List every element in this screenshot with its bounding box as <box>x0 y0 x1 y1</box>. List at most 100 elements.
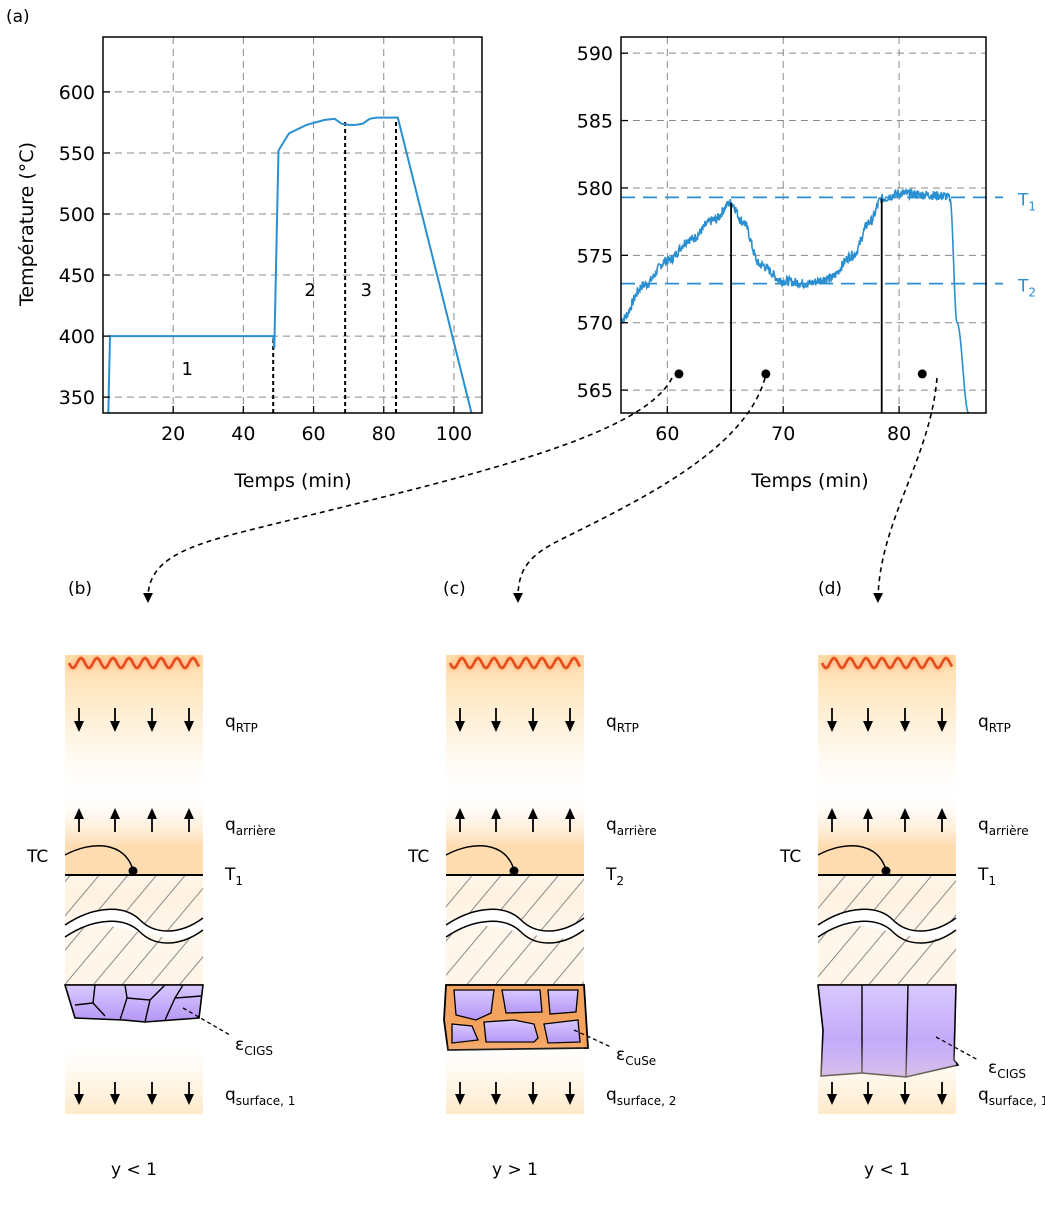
down-arrow-icon-head <box>110 1094 120 1105</box>
thermocouple-junction <box>509 866 519 876</box>
emissivity-label: εCuSe <box>616 1045 656 1068</box>
down-arrow-icon-head <box>827 1094 837 1105</box>
q-rtp-label: qRTP <box>606 712 639 735</box>
y-tick-label: 570 <box>577 313 613 335</box>
chart1-ticks: 20 40 60 80 100 350 400 450 500 550 600 <box>59 82 472 445</box>
down-arrow-icon-head <box>491 1094 501 1105</box>
heater-icon <box>820 656 954 670</box>
x-tick-label: 60 <box>655 423 679 445</box>
y-tick-label: 575 <box>577 245 613 267</box>
cigs-grain <box>547 989 579 1015</box>
down-arrow-icon-head <box>863 721 873 732</box>
x-tick-label: 40 <box>231 423 255 445</box>
chart2-ticks: 60 70 80 565 570 575 580 585 590 <box>577 43 911 445</box>
cigs-grain <box>501 989 543 1014</box>
chart1-ylabel: Température (°C) <box>16 142 38 307</box>
break-line <box>817 908 957 932</box>
connector-arrow-c <box>513 377 766 603</box>
connector-arrow-d <box>873 377 938 603</box>
marker-dot <box>917 369 927 379</box>
cigs-grain <box>483 1019 539 1043</box>
up-arrow-icon-head <box>827 808 837 819</box>
chart1-series-line <box>107 116 473 414</box>
down-arrow-icon-head <box>184 1094 194 1105</box>
x-tick-label: 100 <box>436 423 472 445</box>
schematic-panel-d: qRTP qarrière TC T1 εCIGS qsurface, 1 y < 1 <box>779 654 1045 1180</box>
phase-label: 2 <box>304 280 315 301</box>
q-surface-label: qsurface, 1 <box>978 1085 1045 1108</box>
down-arrow-icon-head <box>827 721 837 732</box>
heat-zone <box>446 655 584 805</box>
thermocouple-junction <box>881 866 891 876</box>
up-arrow-icon-head <box>565 808 575 819</box>
y-tick-label: 500 <box>59 204 95 226</box>
heater-icon <box>67 656 201 670</box>
phase-label: 3 <box>360 280 371 301</box>
down-arrow-icon-head <box>455 1094 465 1105</box>
marker-dot <box>761 369 771 379</box>
down-arrow-icon-head <box>937 1094 947 1105</box>
down-arrow-icon-head <box>147 721 157 732</box>
chart2-frame <box>620 36 987 414</box>
up-arrow-icon-head <box>528 808 538 819</box>
heat-zone <box>65 655 203 805</box>
q-back-label: qarrière <box>978 815 1029 838</box>
grain-boundary <box>149 984 166 1001</box>
q-surface-label: qsurface, 1 <box>225 1085 295 1108</box>
ratio-label: y < 1 <box>864 1160 910 1180</box>
chart-temperature-profile: 20 40 60 80 100 350 400 450 500 550 600 1 2 3 Temps … <box>16 36 483 492</box>
heater-icon <box>448 656 582 670</box>
chart2-xlabel: Temps (min) <box>750 470 868 492</box>
phase-label: 1 <box>181 359 192 380</box>
panel-label-d: (d) <box>818 579 842 599</box>
down-arrow-icon-head <box>184 721 194 732</box>
y-tick-label: 565 <box>577 380 613 402</box>
connector-arrow-b <box>143 377 673 603</box>
ratio-label: y < 1 <box>111 1160 157 1180</box>
thermocouple-wire <box>817 844 887 871</box>
y-tick-label: 450 <box>59 265 95 287</box>
down-arrow-icon-head <box>74 1094 84 1105</box>
chart2-series-line <box>620 186 970 414</box>
y-tick-label: 585 <box>577 111 613 133</box>
up-arrow-icon-head <box>863 808 873 819</box>
up-arrow-icon-head <box>455 808 465 819</box>
schematic-panel-c: qRTP qarrière TC T2 εCuSe qsurface, 2 y > 1 <box>407 654 676 1180</box>
down-arrow-icon-head <box>147 1094 157 1105</box>
q-surface-label: qsurface, 2 <box>606 1085 676 1108</box>
thermocouple-junction <box>128 866 138 876</box>
y-tick-label: 400 <box>59 326 95 348</box>
break-line <box>64 908 204 932</box>
up-arrow-icon-head <box>74 808 84 819</box>
up-arrow-icon-head <box>147 808 157 819</box>
schematic-panel-b: qRTP qarrière TC T1 εCIGS qsurface, 1 y < 1 <box>26 654 295 1180</box>
break-line <box>64 920 204 944</box>
temperature-label: T2 <box>605 865 624 888</box>
temperature-label: T1 <box>977 865 996 888</box>
q-rtp-label: qRTP <box>225 712 258 735</box>
grain-boundary <box>174 984 184 999</box>
thermocouple-wire <box>64 844 134 871</box>
y-tick-label: 600 <box>59 82 95 104</box>
y-tick-label: 590 <box>577 43 613 65</box>
break-line <box>445 920 585 944</box>
break-line <box>817 920 957 944</box>
chart1-frame <box>102 36 483 414</box>
x-tick-label: 20 <box>161 423 185 445</box>
grain-boundary <box>74 1002 94 1006</box>
thermocouple-label: TC <box>26 847 48 867</box>
temperature-label: T1 <box>224 865 243 888</box>
x-tick-label: 60 <box>301 423 325 445</box>
down-arrow-icon-head <box>491 721 501 732</box>
panel-label-a: (a) <box>6 7 30 27</box>
up-arrow-icon-head <box>900 808 910 819</box>
x-tick-label: 70 <box>771 423 795 445</box>
thermocouple-wire <box>445 844 515 871</box>
y-tick-label: 580 <box>577 178 613 200</box>
chart1-annotations: 1 2 3 <box>181 280 371 380</box>
bottom-glow <box>65 1039 203 1114</box>
leader-line <box>182 1007 231 1036</box>
ref-label-sub: 1 <box>1028 199 1036 213</box>
reference-line-label: T1 <box>1017 190 1036 213</box>
bottom-glow <box>446 1039 584 1114</box>
